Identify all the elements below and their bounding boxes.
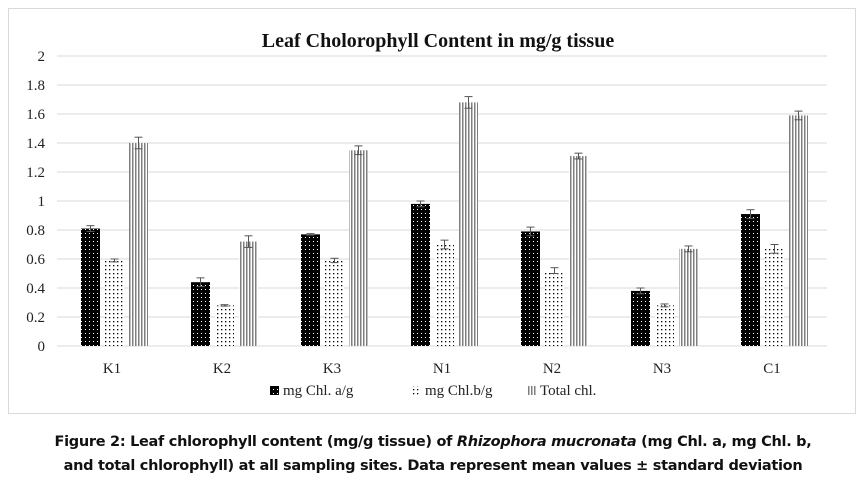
chart-title: Leaf Cholorophyll Content in mg/g tissue (262, 30, 615, 52)
bar-N1-series-2 (435, 244, 454, 346)
legend-swatch (412, 386, 421, 395)
bar-K1-series-2 (105, 260, 124, 346)
y-tick-label: 1 (38, 194, 46, 210)
bar-C1-series-3 (789, 115, 808, 346)
bar-K3-series-2 (325, 260, 344, 346)
y-tick-label: 0 (38, 339, 46, 355)
y-tick-label: 1.2 (26, 165, 45, 181)
bar-N3-series-3 (679, 248, 698, 346)
bar-K1-series-3 (129, 143, 148, 346)
bar-C1-series-1 (741, 214, 760, 346)
y-tick-label: 0.6 (26, 252, 45, 268)
bar-N2-series-2 (545, 270, 564, 346)
x-tick-label: K3 (323, 361, 341, 377)
y-tick-label: 0.4 (26, 281, 45, 297)
y-tick-label: 0.8 (26, 223, 45, 239)
bar-chart: Leaf Cholorophyll Content in mg/g tissue… (26, 30, 827, 399)
x-tick-label: N3 (653, 361, 671, 377)
y-tick-label: 1.6 (26, 107, 45, 123)
figure-caption: Figure 2: Leaf chlorophyll content (mg/g… (0, 430, 866, 478)
bar-N2-series-1 (521, 231, 540, 346)
bar-N1-series-1 (411, 203, 430, 346)
bar-K2-series-3 (239, 241, 258, 346)
chart-frame (8, 8, 856, 414)
y-tick-label: 1.8 (26, 78, 45, 94)
legend-label: mg Chl.b/g (425, 383, 493, 399)
caption-line2: and total chlorophyll) at all sampling s… (63, 458, 803, 474)
legend-swatch (527, 386, 536, 395)
y-tick-label: 2 (38, 49, 46, 65)
bar-K2-series-2 (215, 305, 234, 346)
bar-N3-series-2 (655, 305, 674, 346)
x-tick-label: N1 (433, 361, 451, 377)
legend-label: Total chl. (540, 383, 596, 399)
caption-prefix: Figure 2: Leaf chlorophyll content (mg/g… (54, 434, 457, 450)
y-tick-label: 0.2 (26, 310, 45, 326)
bar-K3-series-3 (349, 150, 368, 346)
bar-C1-series-2 (765, 248, 784, 346)
legend-label: mg Chl. a/g (283, 383, 354, 399)
bar-K3-series-1 (301, 234, 320, 346)
caption-suffix: (mg Chl. a, mg Chl. b, (636, 434, 812, 450)
bar-K1-series-1 (81, 228, 100, 346)
x-tick-label: K1 (103, 361, 121, 377)
bar-K2-series-1 (191, 282, 210, 346)
caption-species: Rhizophora mucronata (456, 434, 637, 450)
bar-N3-series-1 (631, 290, 650, 346)
bar-N2-series-3 (569, 156, 588, 346)
legend-swatch (270, 386, 279, 395)
bar-N1-series-3 (459, 102, 478, 347)
y-tick-label: 1.4 (26, 136, 45, 152)
x-tick-label: N2 (543, 361, 561, 377)
x-tick-label: K2 (213, 361, 231, 377)
x-tick-label: C1 (763, 361, 781, 377)
